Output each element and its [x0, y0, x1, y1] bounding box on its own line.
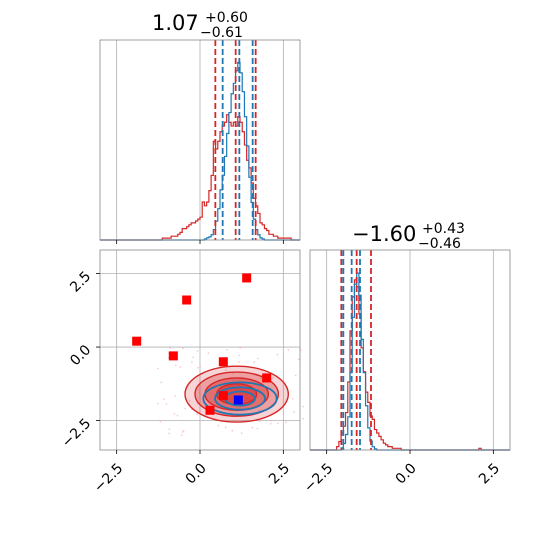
sample-point	[173, 412, 176, 415]
sample-point	[287, 348, 290, 351]
sample-point	[258, 420, 261, 423]
x-tick-label: 0.0	[183, 460, 210, 487]
sample-point	[192, 356, 195, 359]
red-marker-5	[262, 373, 272, 383]
sample-point	[179, 366, 182, 369]
sample-point	[182, 429, 185, 432]
sample-point	[240, 432, 243, 435]
y-tick-label: −2.5	[59, 416, 94, 451]
sample-point	[198, 391, 201, 394]
sample-point	[160, 381, 163, 384]
sample-point	[197, 366, 200, 369]
sample-point	[257, 357, 259, 360]
sample-point	[276, 353, 279, 356]
histogram-param-1-panel	[99, 39, 301, 241]
sample-point	[184, 407, 187, 410]
sample-point	[174, 364, 177, 367]
sample-point	[302, 405, 305, 408]
y-tick-label: 2.5	[67, 269, 94, 296]
sample-point	[168, 428, 171, 431]
sample-point	[291, 397, 294, 400]
sample-point	[269, 422, 272, 425]
title-2-main: −1.60	[352, 222, 416, 246]
sample-point	[156, 402, 159, 405]
contour-blue-0	[202, 381, 278, 416]
sample-point	[217, 424, 220, 427]
sample-point	[272, 376, 274, 379]
y-tick-label: 0.0	[67, 342, 94, 369]
sample-point	[224, 426, 227, 429]
sample-point	[256, 427, 259, 430]
sample-point	[239, 347, 242, 349]
sample-point	[191, 361, 193, 363]
contour-blue-1	[214, 386, 266, 411]
sample-point	[159, 420, 162, 423]
sample-point	[285, 421, 287, 424]
sample-point	[181, 347, 184, 350]
red-marker-7	[205, 405, 215, 415]
x-tick-label: 0.0	[393, 460, 420, 487]
sample-point	[163, 398, 165, 400]
red-marker-1	[168, 351, 178, 361]
title-1-minus: −0.61	[200, 25, 243, 41]
sample-point	[226, 349, 228, 351]
title-2-minus: −0.46	[418, 236, 461, 252]
sample-point	[253, 361, 255, 364]
histogram-param-2-panel	[309, 249, 511, 451]
sample-point	[251, 426, 254, 429]
scatter-2d-panel	[99, 249, 305, 451]
red-marker-3	[242, 273, 252, 283]
sample-point	[238, 354, 241, 357]
red-marker-2	[182, 295, 192, 305]
axis-ticks: −2.5 0.0 2.5 −2.5 0.0 2.5 −2.5 0.0 2.5	[59, 240, 503, 496]
sample-point	[207, 352, 210, 355]
sample-point	[224, 369, 227, 372]
sample-point	[165, 403, 168, 405]
sample-point	[258, 409, 261, 412]
x-tick-label: 2.5	[266, 460, 293, 487]
sample-point	[293, 411, 295, 413]
title-1-main: 1.07	[152, 11, 199, 35]
sample-point	[157, 367, 159, 370]
red-marker-0	[132, 336, 142, 346]
title-param-2: −1.60 +0.43 −0.46	[352, 221, 465, 252]
sample-point	[276, 422, 279, 425]
sample-point	[199, 365, 202, 368]
sample-point	[260, 377, 262, 380]
title-1-plus: +0.60	[205, 10, 248, 26]
sample-point	[188, 399, 191, 402]
sample-point	[174, 395, 177, 397]
x-tick-label: 2.5	[476, 460, 503, 487]
sample-point	[181, 434, 183, 437]
sample-point	[176, 414, 179, 417]
title-2-plus: +0.43	[422, 221, 465, 237]
title-param-1: 1.07 +0.60 −0.61	[152, 10, 248, 41]
sample-point	[196, 350, 199, 352]
blue-marker	[233, 395, 243, 405]
sample-point	[297, 358, 300, 361]
sample-point	[238, 361, 240, 363]
sample-point	[196, 413, 199, 416]
red-marker-4	[218, 357, 228, 367]
sample-point	[169, 346, 172, 349]
sample-point	[302, 417, 305, 420]
x-tick-label: −2.5	[91, 460, 126, 495]
sample-point	[231, 429, 234, 432]
sample-point	[181, 431, 184, 433]
sample-point	[168, 432, 171, 435]
red-marker-6	[218, 391, 228, 401]
x-tick-label: −2.5	[301, 460, 336, 495]
sample-point	[294, 374, 297, 377]
